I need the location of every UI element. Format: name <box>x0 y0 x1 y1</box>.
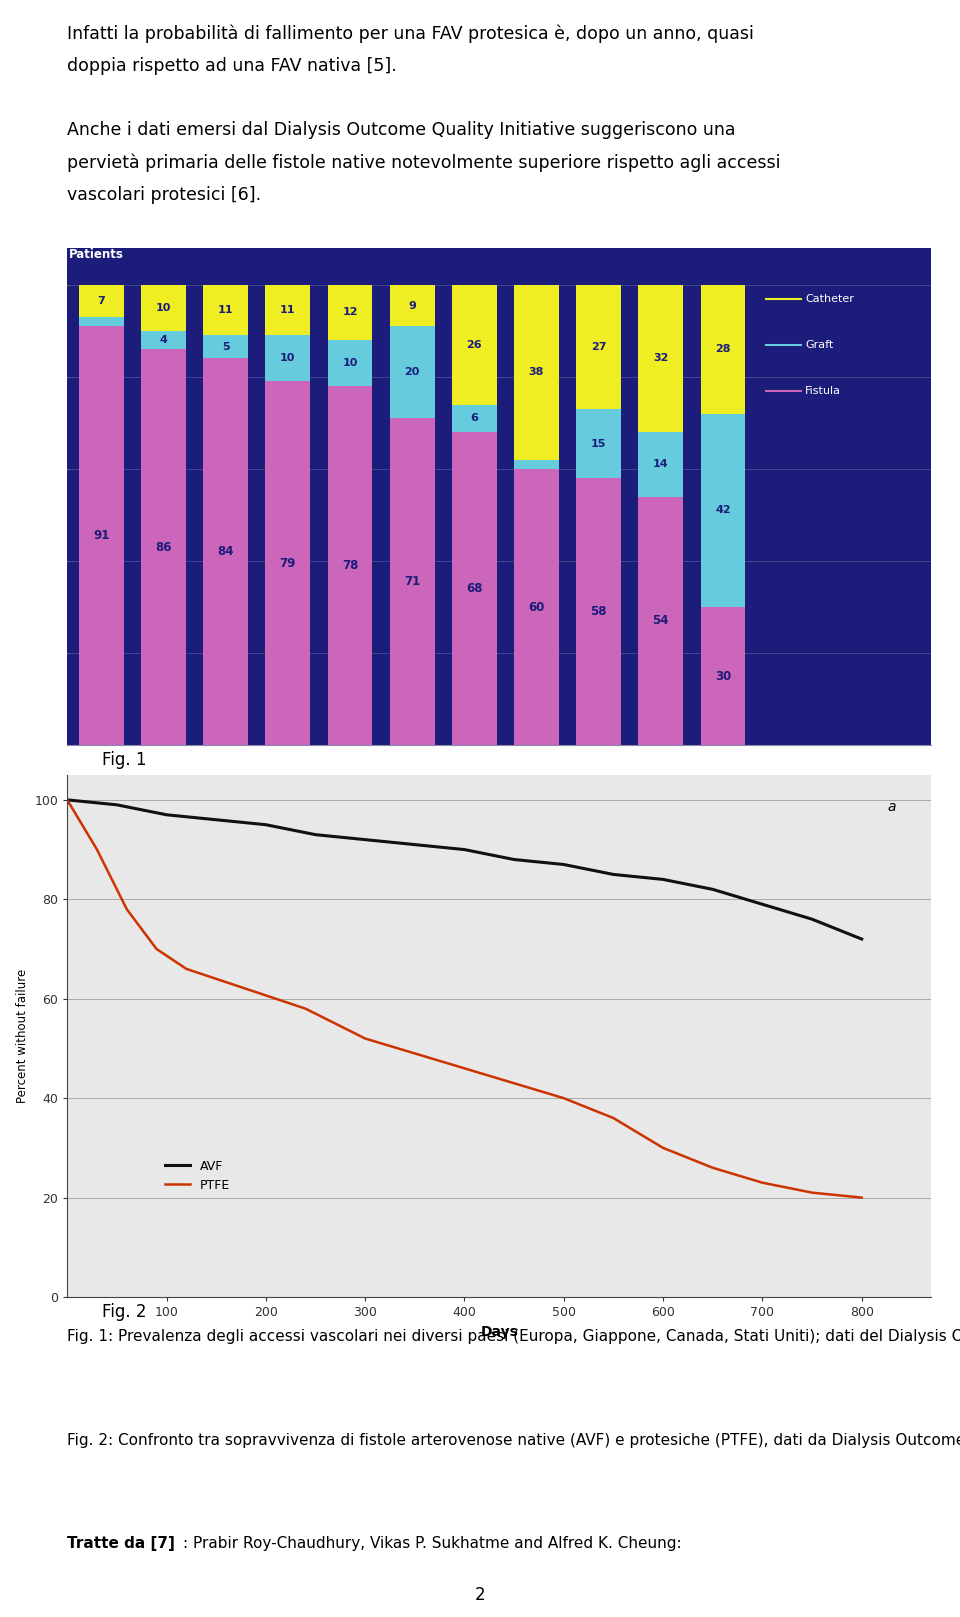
Text: (452): (452) <box>463 791 487 800</box>
Text: Patients: Patients <box>69 247 124 260</box>
Bar <box>266 335 310 382</box>
Text: 10: 10 <box>280 354 296 364</box>
Text: 15: 15 <box>591 438 607 448</box>
Text: 86: 86 <box>156 540 172 553</box>
Bar <box>327 386 372 745</box>
Text: 26: 26 <box>467 340 482 349</box>
Text: 6: 6 <box>470 414 478 424</box>
Bar <box>515 459 559 469</box>
Text: : Prabir Roy-Chaudhury, Vikas P. Sukhatme and Alfred K. Cheung:: : Prabir Roy-Chaudhury, Vikas P. Sukhatm… <box>183 1536 686 1551</box>
Text: (485): (485) <box>152 791 176 800</box>
Legend: AVF, PTFE: AVF, PTFE <box>160 1155 235 1197</box>
Text: 20: 20 <box>404 367 420 377</box>
Text: Fig. 2: Confronto tra sopravvivenza di fistole arterovenose native (AVF) e prote: Fig. 2: Confronto tra sopravvivenza di f… <box>67 1433 960 1447</box>
Text: Infatti la probabilità di fallimento per una FAV protesica è, dopo un anno, quas: Infatti la probabilità di fallimento per… <box>67 24 780 204</box>
Bar <box>701 285 745 414</box>
Bar <box>266 382 310 745</box>
Bar <box>79 317 124 327</box>
Bar <box>327 285 372 340</box>
Text: 12: 12 <box>343 307 358 317</box>
Bar <box>515 285 559 459</box>
Text: 32: 32 <box>653 354 668 364</box>
Bar <box>576 409 621 479</box>
X-axis label: Days: Days <box>480 1324 518 1339</box>
Text: (577): (577) <box>276 791 300 800</box>
Text: 11: 11 <box>218 306 233 315</box>
Text: (441): (441) <box>400 791 424 800</box>
Text: Fistula: Fistula <box>805 386 841 396</box>
Text: Graft: Graft <box>805 340 833 349</box>
Bar <box>141 349 186 745</box>
Text: 71: 71 <box>404 576 420 589</box>
Bar <box>638 496 684 745</box>
Text: n=: n= <box>69 778 85 787</box>
Bar <box>515 469 559 745</box>
Text: (382): (382) <box>338 791 362 800</box>
Text: 60: 60 <box>528 600 544 613</box>
Text: 10: 10 <box>343 357 358 369</box>
Bar <box>141 331 186 349</box>
Bar <box>266 285 310 335</box>
Text: 84: 84 <box>218 545 234 558</box>
Text: 27: 27 <box>591 341 607 353</box>
Text: 10: 10 <box>156 302 171 312</box>
Text: 11: 11 <box>280 306 296 315</box>
Bar <box>141 285 186 331</box>
Text: (509): (509) <box>213 791 238 800</box>
Bar <box>327 340 372 386</box>
Text: (1960): (1960) <box>708 791 738 800</box>
Text: Catheter: Catheter <box>805 294 853 304</box>
Bar <box>204 359 248 745</box>
Bar <box>390 285 435 327</box>
Y-axis label: Percent without failure: Percent without failure <box>15 969 29 1103</box>
Text: 14: 14 <box>653 459 668 469</box>
Text: (547): (547) <box>649 791 673 800</box>
Text: 54: 54 <box>653 614 669 627</box>
Text: 79: 79 <box>279 556 296 569</box>
Text: 2: 2 <box>474 1586 486 1604</box>
Bar <box>638 285 684 432</box>
Text: 5: 5 <box>222 341 229 353</box>
Text: (538): (538) <box>587 791 611 800</box>
Text: 30: 30 <box>715 669 732 682</box>
Bar <box>452 404 496 432</box>
Text: 42: 42 <box>715 506 731 516</box>
Text: 9: 9 <box>408 301 416 310</box>
Bar <box>204 285 248 335</box>
Bar <box>390 327 435 419</box>
Text: 4: 4 <box>159 335 167 344</box>
Text: 68: 68 <box>467 582 483 595</box>
Text: a: a <box>887 800 896 813</box>
Bar <box>576 285 621 409</box>
Text: 91: 91 <box>93 529 109 542</box>
Text: Fig. 2: Fig. 2 <box>102 1303 146 1321</box>
Text: 28: 28 <box>715 344 731 354</box>
Text: 38: 38 <box>529 367 544 377</box>
Text: (521): (521) <box>524 791 548 800</box>
Text: 78: 78 <box>342 559 358 572</box>
Bar <box>576 479 621 745</box>
Bar <box>452 432 496 745</box>
Bar <box>701 414 745 606</box>
Bar <box>204 335 248 359</box>
Text: 7: 7 <box>98 296 106 306</box>
Bar <box>638 432 684 496</box>
Text: Fig. 1: Prevalenza degli accessi vascolari nei diversi paesi (Europa, Giappone, : Fig. 1: Prevalenza degli accessi vascola… <box>67 1329 960 1344</box>
Bar <box>390 419 435 745</box>
Text: (1545): (1545) <box>86 791 116 800</box>
Bar <box>452 285 496 404</box>
Bar <box>701 606 745 745</box>
Bar <box>79 327 124 745</box>
Text: Fig. 1: Fig. 1 <box>102 750 146 770</box>
Text: Tratte da [7]: Tratte da [7] <box>67 1536 175 1551</box>
Text: 58: 58 <box>590 605 607 618</box>
Bar <box>79 285 124 317</box>
